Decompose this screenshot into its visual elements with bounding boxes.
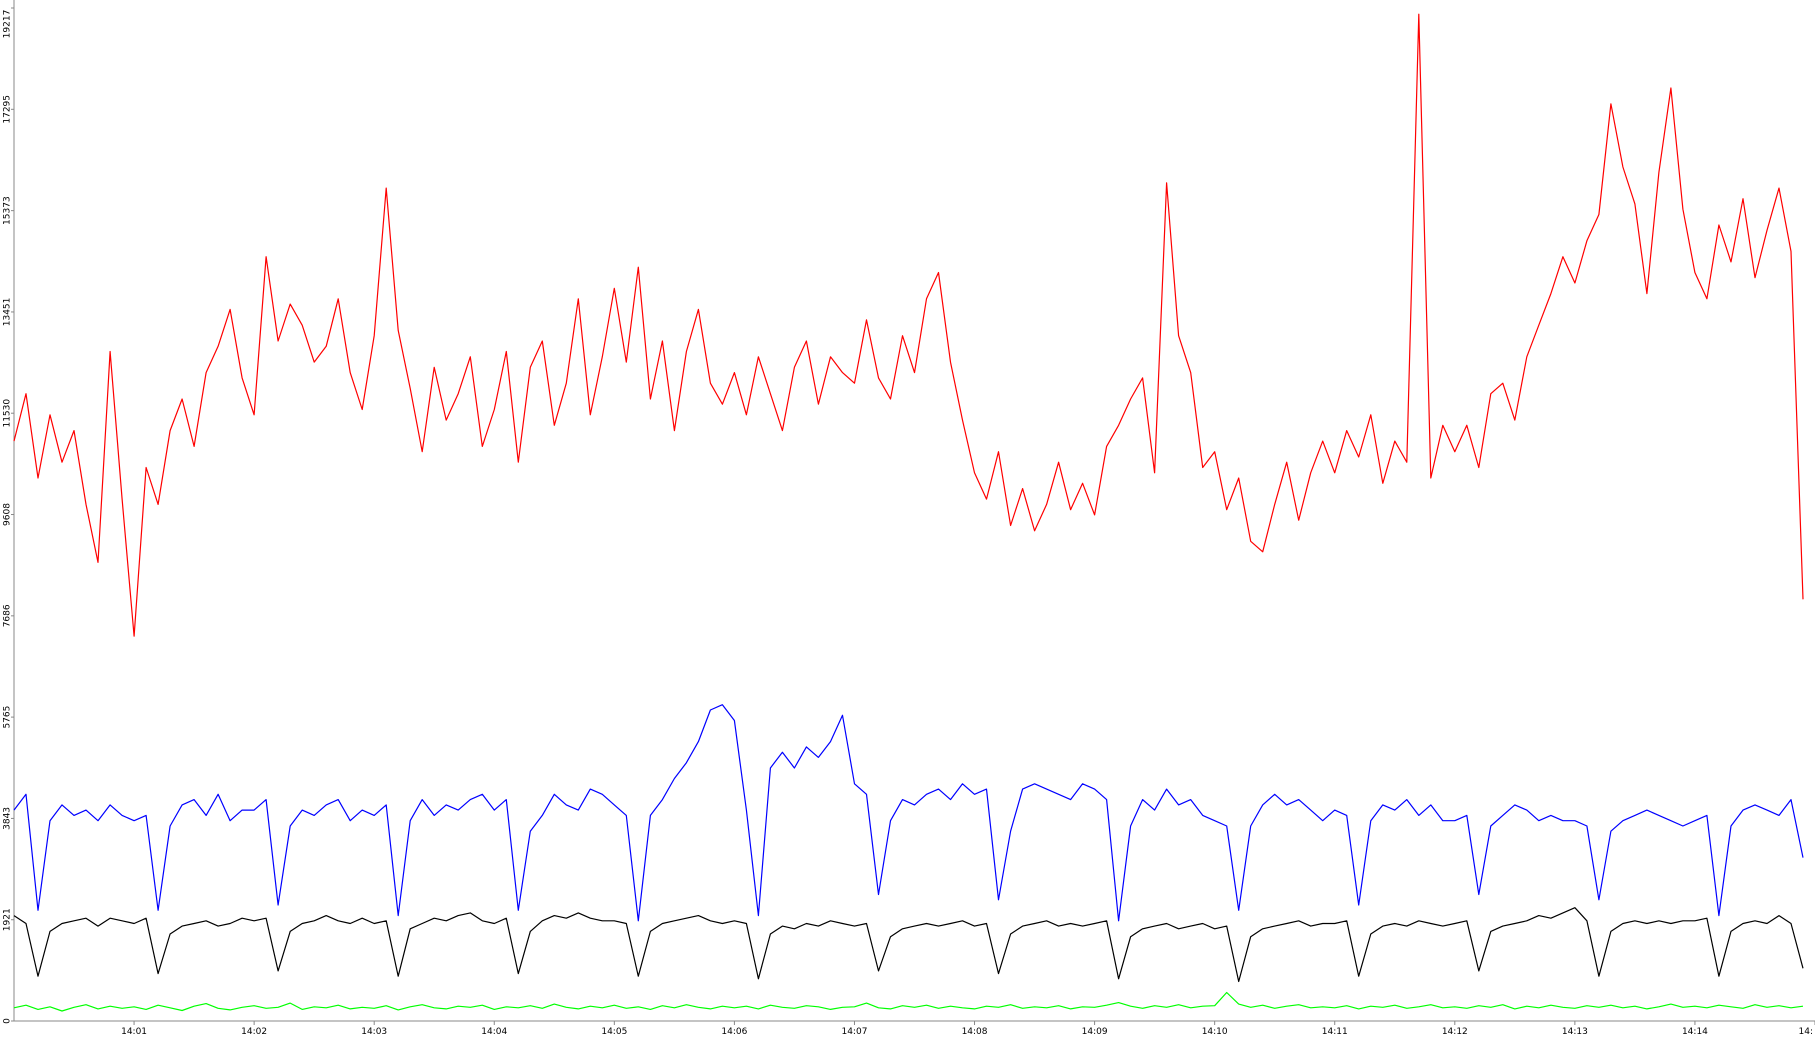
x-tick-label: 14:04 — [481, 1027, 507, 1037]
x-tick-label: 14: — [1799, 1027, 1813, 1037]
x-tick-label: 14:09 — [1082, 1027, 1108, 1037]
x-tick-label: 14:01 — [121, 1027, 147, 1037]
series-line — [13, 991, 1804, 1012]
series-line — [13, 907, 1804, 983]
y-tick-label: 0 — [3, 1018, 13, 1024]
x-tick-label: 14:08 — [962, 1027, 988, 1037]
x-tick-label: 14:03 — [361, 1027, 387, 1037]
x-tick-label: 14:10 — [1202, 1027, 1228, 1037]
y-tick-label: 7686 — [3, 604, 13, 627]
x-tick-label: 14:05 — [601, 1027, 627, 1037]
x-tick-label: 14:13 — [1562, 1027, 1588, 1037]
x-tick-label: 14:06 — [721, 1027, 747, 1037]
series-line — [13, 13, 1804, 637]
y-tick-label: 17295 — [3, 95, 13, 124]
y-tick-label: 11530 — [3, 399, 13, 428]
y-tick-label: 9608 — [3, 503, 13, 526]
y-tick-label: 1921 — [3, 908, 13, 931]
y-tick-label: 13451 — [3, 298, 13, 327]
y-tick-label: 19217 — [3, 10, 13, 39]
x-tick-label: 14:02 — [241, 1027, 267, 1037]
x-tick-label: 14:14 — [1682, 1027, 1708, 1037]
x-tick-label: 14:07 — [841, 1027, 867, 1037]
y-tick-label: 15373 — [3, 196, 13, 225]
y-tick-label: 5765 — [3, 706, 13, 729]
x-tick-label: 14:12 — [1442, 1027, 1468, 1037]
y-tick-label: 3843 — [3, 807, 13, 830]
x-tick-label: 14:11 — [1322, 1027, 1348, 1037]
series-line — [13, 704, 1804, 922]
